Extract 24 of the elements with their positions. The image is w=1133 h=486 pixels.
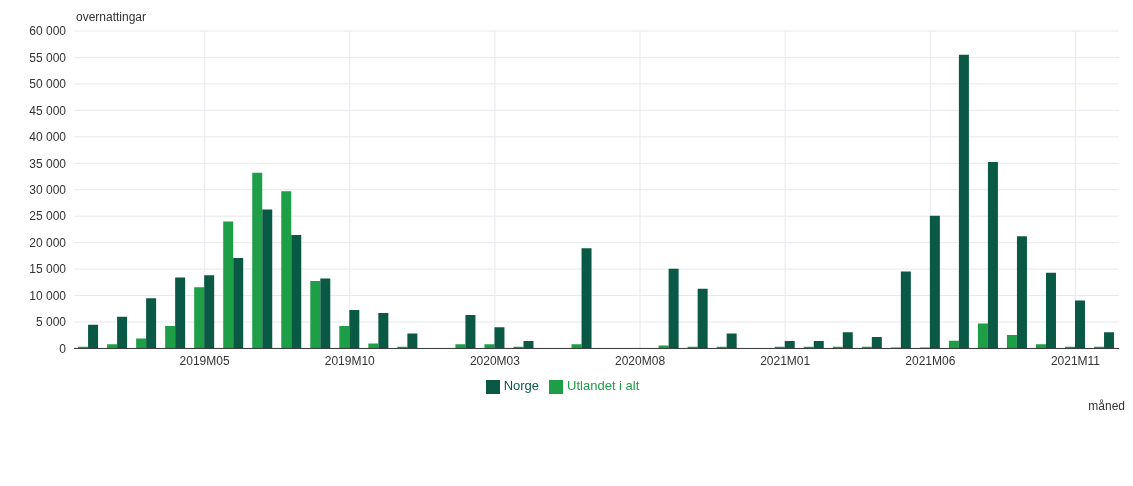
y-axis-title: overnattingar <box>76 10 147 24</box>
x-tick-label: 2021M06 <box>905 353 956 368</box>
y-tick-label: 60 000 <box>29 24 67 39</box>
y-tick-label: 35 000 <box>29 156 67 171</box>
x-tick-label: 2019M05 <box>179 353 230 368</box>
y-tick-label: 25 000 <box>29 209 67 224</box>
x-tick-label: 2020M03 <box>469 353 521 368</box>
y-tick-label: 45 000 <box>29 103 67 118</box>
y-tick-label: 10 000 <box>29 288 67 303</box>
y-tick-label: 40 000 <box>29 130 67 145</box>
y-tick-label: 0 <box>59 341 67 356</box>
y-tick-label: 50 000 <box>29 77 67 92</box>
y-tick-label: 30 000 <box>29 182 67 197</box>
y-tick-label: 5 000 <box>35 315 67 330</box>
x-axis-title: måned <box>1088 399 1125 413</box>
y-tick-label: 55 000 <box>29 50 67 65</box>
x-tick-label: 2021M01 <box>760 353 811 368</box>
legend-label: Utlandet i alt <box>567 378 640 394</box>
legend-label: Norge <box>503 378 540 394</box>
y-tick-label: 15 000 <box>29 262 67 277</box>
x-tick-label: 2021M11 <box>1050 353 1101 368</box>
y-tick-label: 20 000 <box>29 235 67 250</box>
x-tick-label: 2020M08 <box>615 353 666 368</box>
x-tick-label: 2019M10 <box>324 353 376 368</box>
